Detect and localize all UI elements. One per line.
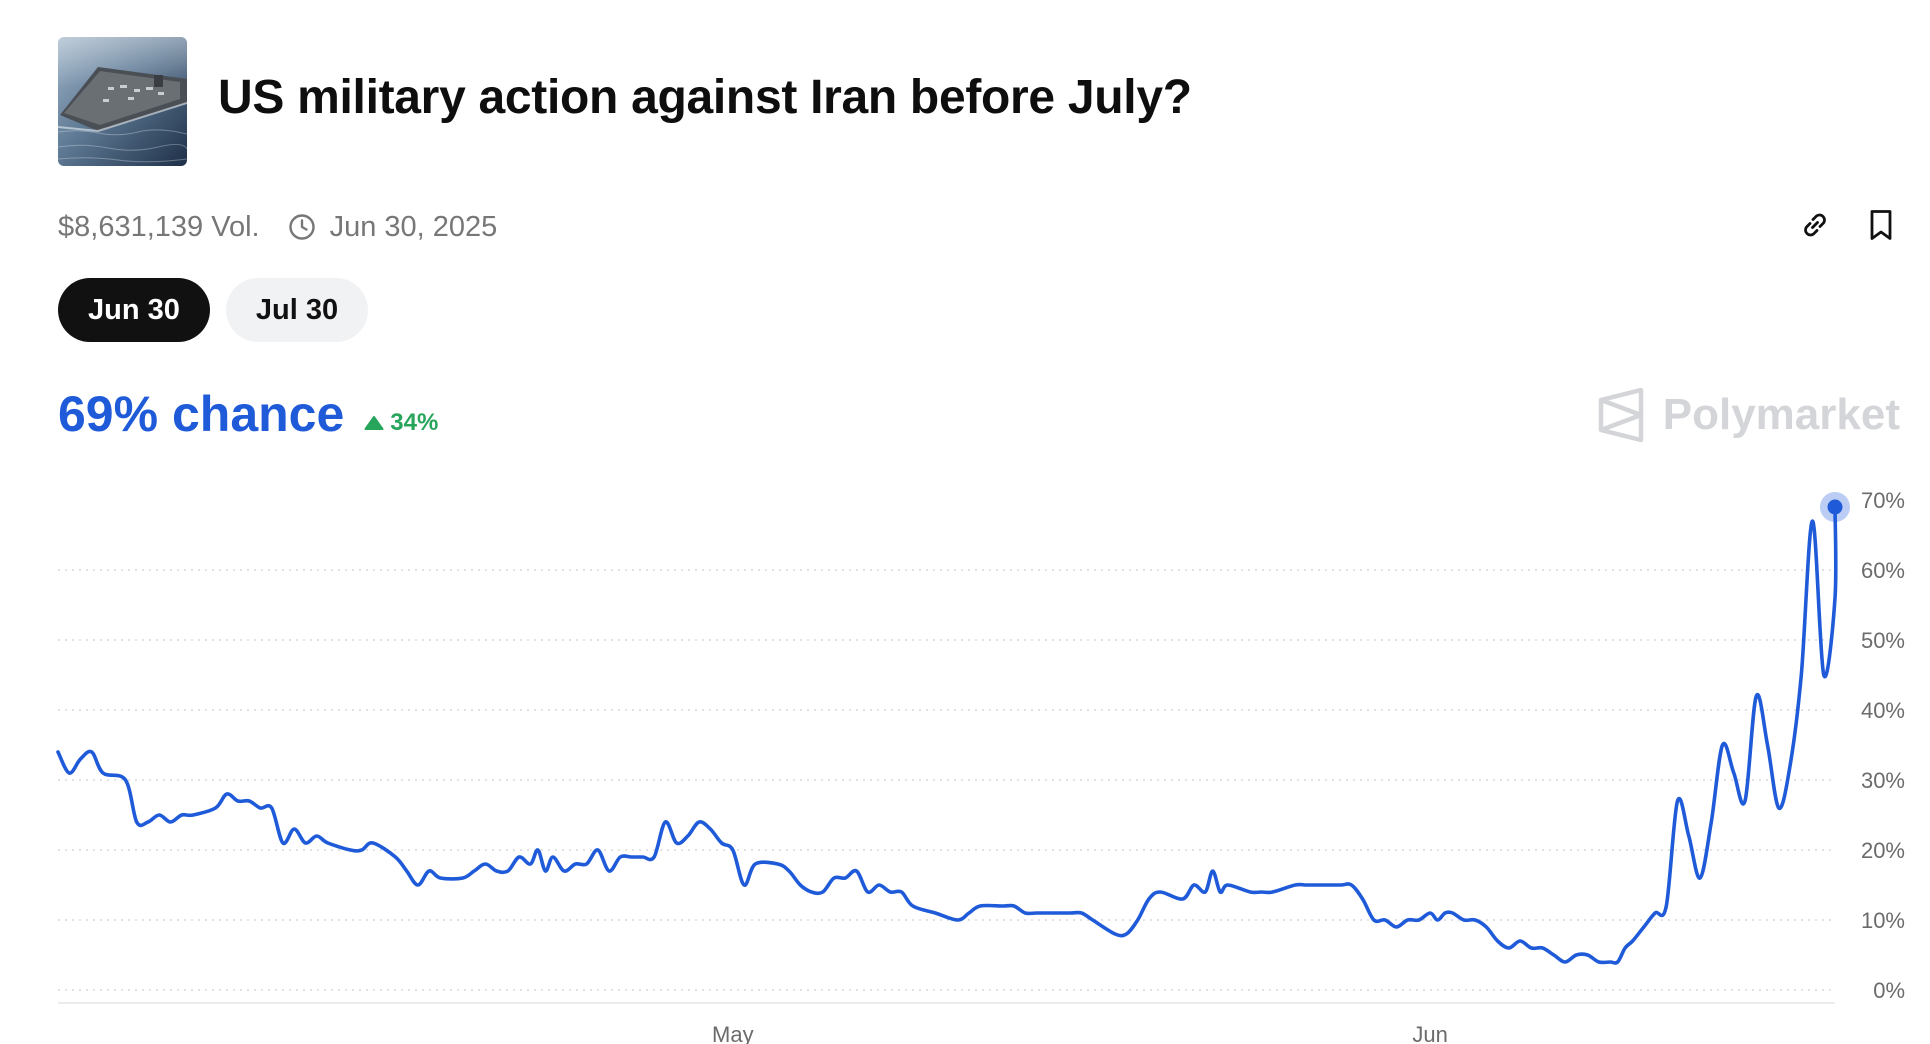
polymarket-logo-icon <box>1598 388 1644 442</box>
y-tick-label: 50% <box>1861 628 1905 653</box>
market-actions <box>1797 207 1899 243</box>
y-tick-label: 60% <box>1861 558 1905 583</box>
date-tabs: Jun 30 Jul 30 <box>58 278 369 342</box>
link-icon[interactable] <box>1797 207 1833 243</box>
market-meta: $8,631,139 Vol. Jun 30, 2025 <box>58 207 497 247</box>
y-tick-label: 70% <box>1861 488 1905 513</box>
last-point-marker[interactable] <box>1827 499 1843 515</box>
chance-summary: 69% chance 34% <box>58 385 438 443</box>
tab-jul-30[interactable]: Jul 30 <box>225 278 369 342</box>
brand-name: Polymarket <box>1662 390 1900 439</box>
change-value: 34% <box>390 409 439 436</box>
y-tick-label: 20% <box>1861 838 1905 863</box>
volume-text: $8,631,139 Vol. <box>58 210 260 243</box>
y-tick-label: 40% <box>1861 698 1905 723</box>
chance-value: 69% chance <box>58 386 345 442</box>
end-date-text: Jun 30, 2025 <box>329 210 498 243</box>
chart-x-axis: May Jun <box>58 1002 1835 1044</box>
x-tick-label: Jun <box>1412 1022 1447 1044</box>
change-indicator: 34% <box>364 409 438 437</box>
triangle-up-icon <box>364 416 384 430</box>
aircraft-carrier-photo <box>58 37 187 166</box>
tab-jun-30[interactable]: Jun 30 <box>58 278 210 342</box>
probability-chart: 0% 10% 20% 30% 40% 50% 60% 70% May Jun <box>0 470 1930 1044</box>
chart-y-axis: 0% 10% 20% 30% 40% 50% 60% 70% <box>1861 488 1905 1003</box>
y-tick-label: 0% <box>1873 978 1905 1003</box>
y-tick-label: 10% <box>1861 908 1905 933</box>
y-tick-label: 30% <box>1861 768 1905 793</box>
brand-watermark: Polymarket <box>1597 388 1900 442</box>
bookmark-icon[interactable] <box>1863 207 1899 243</box>
chart-svg: 0% 10% 20% 30% 40% 50% 60% 70% May Jun <box>56 488 1905 1044</box>
price-line <box>56 505 1838 965</box>
clock-icon <box>288 213 316 241</box>
market-title: US military action against Iran before J… <box>218 71 1192 124</box>
market-thumbnail <box>58 37 187 166</box>
x-tick-label: May <box>712 1022 754 1044</box>
chart-grid <box>58 569 1835 991</box>
